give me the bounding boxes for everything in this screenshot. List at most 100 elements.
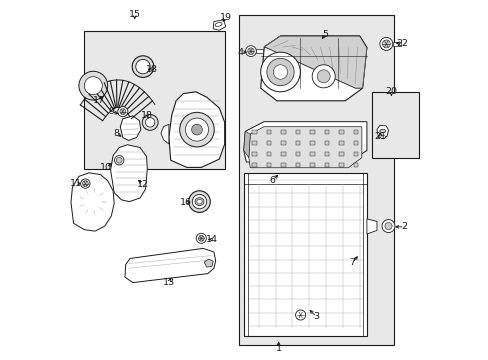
Polygon shape: [366, 219, 376, 234]
Ellipse shape: [215, 23, 222, 26]
Text: 15: 15: [128, 10, 141, 19]
Bar: [371, 92, 418, 158]
Text: 6: 6: [269, 176, 275, 185]
Bar: [309, 130, 314, 134]
Polygon shape: [244, 173, 366, 336]
Text: 16: 16: [179, 198, 191, 207]
Bar: [392, 42, 400, 46]
Polygon shape: [264, 36, 366, 88]
Text: 2: 2: [401, 222, 407, 231]
Bar: [309, 152, 314, 156]
Text: 19: 19: [219, 13, 231, 22]
Polygon shape: [260, 36, 366, 101]
Text: 5: 5: [322, 30, 328, 39]
Bar: [256, 49, 263, 53]
Circle shape: [273, 65, 287, 79]
Text: 11: 11: [70, 179, 82, 188]
Ellipse shape: [195, 198, 203, 206]
Polygon shape: [376, 125, 387, 138]
Bar: [266, 130, 271, 134]
Text: 7: 7: [349, 258, 355, 267]
Bar: [266, 163, 271, 167]
Bar: [324, 152, 328, 156]
Bar: [338, 152, 343, 156]
Bar: [353, 152, 358, 156]
Text: 18: 18: [145, 65, 157, 74]
Circle shape: [179, 112, 214, 147]
Text: 12: 12: [137, 180, 149, 189]
Bar: [281, 152, 285, 156]
Bar: [251, 130, 256, 134]
Circle shape: [196, 233, 206, 243]
Bar: [295, 163, 300, 167]
Bar: [239, 15, 393, 345]
Bar: [84, 31, 224, 169]
Circle shape: [191, 124, 202, 135]
Ellipse shape: [379, 129, 385, 133]
Bar: [353, 130, 358, 134]
Bar: [295, 130, 300, 134]
Circle shape: [260, 52, 300, 92]
Polygon shape: [161, 124, 168, 144]
Polygon shape: [244, 131, 250, 158]
Text: 18: 18: [141, 111, 153, 120]
Text: 17: 17: [93, 96, 104, 105]
Bar: [324, 163, 328, 167]
Circle shape: [192, 194, 206, 209]
Ellipse shape: [196, 199, 202, 204]
Text: 13: 13: [163, 278, 175, 287]
Bar: [251, 152, 256, 156]
Circle shape: [81, 179, 90, 188]
Bar: [309, 141, 314, 145]
Text: 9: 9: [108, 107, 114, 116]
Circle shape: [245, 46, 256, 57]
Bar: [251, 163, 256, 167]
Bar: [281, 141, 285, 145]
Circle shape: [116, 157, 122, 163]
Text: 8: 8: [114, 129, 120, 138]
Circle shape: [317, 70, 329, 83]
Polygon shape: [110, 145, 147, 202]
Circle shape: [198, 235, 204, 241]
Text: 22: 22: [395, 39, 407, 48]
Text: 21: 21: [374, 132, 386, 141]
Circle shape: [379, 37, 392, 50]
Polygon shape: [213, 20, 225, 30]
Circle shape: [79, 71, 107, 100]
Bar: [266, 152, 271, 156]
Bar: [338, 141, 343, 145]
Bar: [281, 130, 285, 134]
Circle shape: [120, 109, 125, 114]
Circle shape: [114, 156, 123, 165]
Bar: [295, 141, 300, 145]
Polygon shape: [248, 127, 361, 168]
Circle shape: [295, 310, 305, 320]
Circle shape: [136, 59, 150, 74]
Bar: [309, 163, 314, 167]
Bar: [353, 163, 358, 167]
Circle shape: [247, 48, 254, 54]
Circle shape: [145, 118, 155, 127]
Bar: [324, 141, 328, 145]
Bar: [295, 152, 300, 156]
Text: 3: 3: [313, 312, 319, 321]
Bar: [251, 141, 256, 145]
Text: 1: 1: [275, 344, 281, 353]
Circle shape: [84, 77, 102, 95]
Circle shape: [382, 40, 389, 48]
Circle shape: [132, 56, 153, 77]
Bar: [281, 163, 285, 167]
Ellipse shape: [137, 62, 145, 68]
Circle shape: [82, 181, 88, 186]
Text: 10: 10: [100, 163, 112, 172]
Polygon shape: [125, 248, 215, 283]
Bar: [266, 141, 271, 145]
Circle shape: [384, 222, 391, 230]
Text: 4: 4: [238, 48, 244, 57]
Bar: [353, 141, 358, 145]
Circle shape: [185, 118, 208, 141]
Polygon shape: [120, 116, 141, 140]
Polygon shape: [71, 173, 114, 231]
Bar: [338, 130, 343, 134]
Circle shape: [118, 107, 127, 117]
